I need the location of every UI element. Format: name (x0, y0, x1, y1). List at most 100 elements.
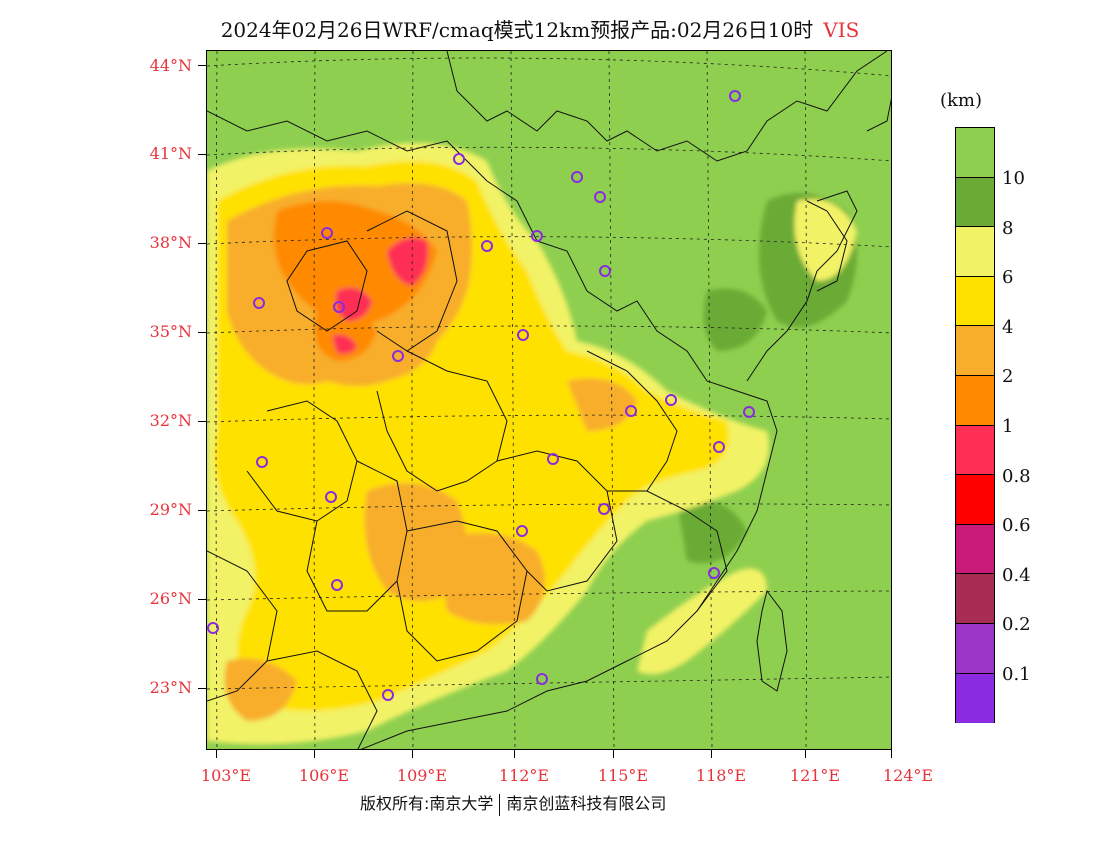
lon-tick (514, 750, 515, 758)
grid-line (207, 414, 891, 423)
city-marker (531, 230, 543, 242)
grid-line (207, 57, 891, 77)
lat-label-44: 44°N (149, 56, 192, 75)
legend-swatch (956, 524, 994, 575)
lat-label-32: 32°N (149, 411, 192, 430)
boundary-line (746, 190, 858, 382)
lon-tick (314, 750, 315, 758)
band-08km-south (332, 334, 357, 354)
band-1km (273, 201, 437, 325)
city-marker (598, 503, 610, 515)
lat-tick (198, 688, 206, 689)
lon-label-124: 124°E (882, 766, 934, 785)
band-2km-guangxi (224, 658, 297, 721)
legend-swatch (956, 128, 994, 178)
boundary-line (446, 51, 888, 162)
graticule (207, 51, 891, 749)
lat-tick (198, 510, 206, 511)
copyright-left: 版权所有:南京大学 (360, 794, 494, 813)
legend-label: 0.4 (1002, 565, 1031, 586)
band-2km-anhui (567, 378, 637, 431)
city-marker (517, 329, 529, 341)
legend-swatch (956, 326, 994, 376)
boundary-line (360, 430, 778, 749)
legend-label: 0.8 (1002, 466, 1031, 487)
band-6km-coast (637, 568, 767, 675)
visibility-contours (207, 143, 857, 745)
city-marker (599, 265, 611, 277)
lon-label-118: 118°E (695, 766, 747, 785)
boundary-line (306, 460, 408, 612)
lon-label-106: 106°E (298, 766, 350, 785)
legend-swatch (956, 475, 994, 525)
title-text: 2024年02月26日WRF/cmaq模式12km预报产品:02月26日10时 (220, 18, 814, 42)
boundary-line (866, 98, 891, 132)
grid-line (215, 51, 218, 749)
legend-unit: (km) (940, 90, 983, 111)
lon-tick (891, 750, 892, 758)
legend-swatch (956, 574, 994, 624)
city-marker (382, 689, 394, 701)
city-marker (321, 227, 333, 239)
lat-label-26: 26°N (149, 589, 192, 608)
city-marker (207, 622, 219, 634)
lon-tick (711, 750, 712, 758)
city-markers (207, 90, 755, 701)
legend-swatch (956, 425, 994, 476)
city-marker (392, 350, 404, 362)
lon-label-115: 115°E (597, 766, 649, 785)
band-1km-south (314, 308, 377, 361)
boundary-line (246, 400, 358, 522)
lat-tick (198, 599, 206, 600)
band-08km-mid (335, 287, 372, 321)
legend-swatch (956, 227, 994, 277)
lat-tick (198, 154, 206, 155)
boundary-line (286, 240, 368, 332)
grid-line (207, 236, 891, 248)
patch-8km-shandong (703, 288, 767, 351)
city-marker (729, 90, 741, 102)
legend-label: 6 (1002, 267, 1014, 288)
lat-label-23: 23°N (149, 678, 192, 697)
boundary-line (376, 350, 508, 492)
grid-line (411, 51, 414, 749)
band-08km-north (387, 237, 428, 286)
lat-label-38: 38°N (149, 233, 192, 252)
lon-tick (412, 750, 413, 758)
city-marker (333, 301, 345, 313)
legend-label: 0.1 (1002, 664, 1031, 685)
patch-8km-fujian (677, 499, 747, 563)
grid-line (608, 51, 615, 749)
grid-line (207, 676, 891, 690)
legend-swatch (956, 276, 994, 327)
grid-line (207, 590, 891, 601)
city-marker (571, 171, 583, 183)
lon-label-103: 103°E (200, 766, 252, 785)
boundary-line (496, 450, 618, 592)
city-marker (536, 673, 548, 685)
boundary-line (396, 520, 528, 662)
lat-tick (198, 65, 206, 66)
grid-line (510, 51, 516, 749)
city-marker (625, 405, 637, 417)
legend-label: 10 (1002, 168, 1025, 189)
visibility-map (206, 50, 892, 750)
boundary-line (266, 650, 378, 749)
grid-line (207, 503, 891, 512)
boundary-line (806, 200, 848, 292)
lon-label-109: 109°E (396, 766, 448, 785)
taiwan-outline (756, 589, 788, 692)
city-marker (594, 191, 606, 203)
boundary-line (607, 490, 728, 612)
grid-line (207, 325, 891, 334)
boundary-line (586, 350, 678, 492)
city-marker (453, 153, 465, 165)
lon-tick (613, 750, 614, 758)
legend-label: 0.6 (1002, 515, 1031, 536)
boundary-line (207, 550, 278, 702)
legend-swatch (956, 673, 994, 724)
copyright-right: 南京创蓝科技有限公司 (506, 794, 667, 813)
legend-label: 4 (1002, 317, 1014, 338)
lon-label-112: 112°E (498, 766, 550, 785)
lat-tick (198, 421, 206, 422)
